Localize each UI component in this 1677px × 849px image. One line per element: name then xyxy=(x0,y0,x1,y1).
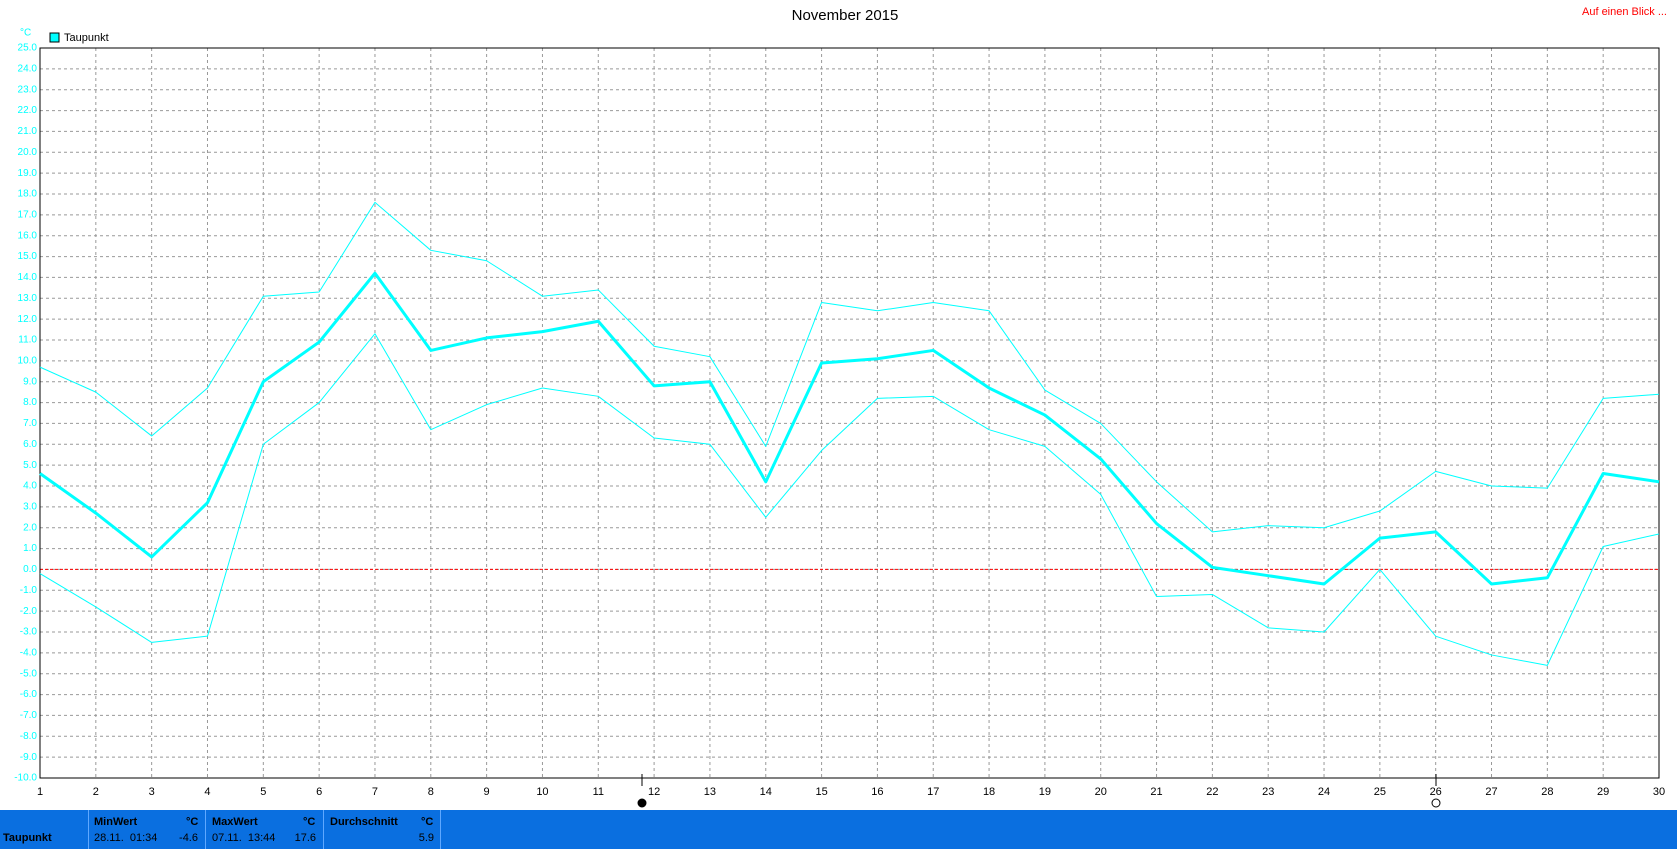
y-tick-label: 17.0 xyxy=(18,209,38,220)
y-tick-label: -8.0 xyxy=(20,731,38,742)
y-tick-label: -7.0 xyxy=(20,710,38,721)
x-tick-label: 29 xyxy=(1597,786,1609,798)
x-tick-label: 13 xyxy=(704,786,716,798)
x-tick-label: 2 xyxy=(93,786,99,798)
y-tick-label: 8.0 xyxy=(23,397,37,408)
y-tick-label: 20.0 xyxy=(18,147,38,158)
col-header: MinWert xyxy=(94,816,138,828)
col-header: MaxWert xyxy=(212,816,258,828)
x-tick-label: 8 xyxy=(428,786,434,798)
legend-label: Taupunkt xyxy=(64,32,109,44)
y-tick-label: 1.0 xyxy=(23,543,37,554)
y-tick-label: 11.0 xyxy=(18,335,37,346)
y-tick-label: 0.0 xyxy=(23,564,37,575)
y-tick-label: 6.0 xyxy=(23,439,37,450)
row-label: Taupunkt xyxy=(3,832,52,844)
y-tick-label: -4.0 xyxy=(20,647,38,658)
data-line xyxy=(39,201,1660,533)
col-unit: °C xyxy=(421,816,434,828)
x-tick-label: 27 xyxy=(1485,786,1497,798)
x-tick-label: 20 xyxy=(1095,786,1107,798)
x-tick-label: 25 xyxy=(1374,786,1386,798)
x-tick-label: 7 xyxy=(372,786,378,798)
moon-new xyxy=(1431,798,1441,808)
col-time: 07.11. 13:44 xyxy=(212,832,276,844)
y-tick-label: -5.0 xyxy=(20,668,38,679)
y-tick-label: 24.0 xyxy=(18,63,38,74)
x-tick-label: 3 xyxy=(149,786,155,798)
x-tick-label: 30 xyxy=(1653,786,1665,798)
separator xyxy=(440,810,441,849)
chart-title: November 2015 xyxy=(792,7,899,24)
stats-table: Taupunkt MinWert °C 28.11. 01:34 -4.6 Ma… xyxy=(0,810,1677,849)
y-tick-label: 10.0 xyxy=(18,355,38,366)
x-tick-label: 5 xyxy=(260,786,266,798)
col-value: -4.6 xyxy=(179,832,198,844)
y-tick-label: 18.0 xyxy=(18,189,38,200)
y-tick-label: -3.0 xyxy=(20,627,38,638)
col-time: 28.11. 01:34 xyxy=(94,832,158,844)
y-tick-label: 19.0 xyxy=(18,168,38,179)
y-tick-label: 7.0 xyxy=(23,418,37,429)
y-tick-label: 23.0 xyxy=(18,84,38,95)
data-line xyxy=(39,333,1660,666)
y-tick-label: 3.0 xyxy=(23,501,37,512)
chart: November 2015 Auf einen Blick ... °C Tau… xyxy=(14,6,1667,808)
x-tick-label: 17 xyxy=(927,786,939,798)
y-tick-label: -2.0 xyxy=(20,606,38,617)
unit-label: °C xyxy=(20,28,31,39)
y-tick-label: 4.0 xyxy=(23,481,37,492)
x-tick-label: 4 xyxy=(204,786,210,798)
col-value: 5.9 xyxy=(418,832,434,844)
overview-link[interactable]: Auf einen Blick ... xyxy=(1582,6,1667,18)
y-tick-label: 12.0 xyxy=(18,314,38,325)
y-tick-label: 22.0 xyxy=(18,105,38,116)
y-tick-label: 21.0 xyxy=(18,126,38,137)
x-tick-label: 6 xyxy=(316,786,322,798)
x-tick-label: 18 xyxy=(983,786,995,798)
col-unit: °C xyxy=(186,816,199,828)
data-line xyxy=(39,271,1660,586)
x-tick-label: 14 xyxy=(760,786,772,798)
y-tick-label: -9.0 xyxy=(20,752,38,763)
y-tick-label: 9.0 xyxy=(23,376,37,387)
y-tick-label: -6.0 xyxy=(20,689,38,700)
x-tick-label: 24 xyxy=(1318,786,1330,798)
moon-full xyxy=(637,798,647,808)
x-tick-label: 11 xyxy=(593,786,604,798)
x-tick-label: 19 xyxy=(1039,786,1051,798)
x-tick-label: 12 xyxy=(648,786,660,798)
legend-swatch xyxy=(49,32,60,43)
col-unit: °C xyxy=(303,816,316,828)
x-tick-label: 21 xyxy=(1150,786,1162,798)
x-tick-label: 22 xyxy=(1206,786,1218,798)
x-tick-label: 16 xyxy=(871,786,883,798)
x-tick-label: 23 xyxy=(1262,786,1274,798)
y-tick-label: 16.0 xyxy=(18,230,38,241)
separator xyxy=(205,810,206,849)
plot-frame xyxy=(39,47,1660,779)
x-tick-label: 15 xyxy=(815,786,827,798)
col-header: Durchschnitt xyxy=(330,816,398,828)
y-tick-label: -1.0 xyxy=(20,585,38,596)
y-tick-label: 13.0 xyxy=(18,293,38,304)
x-tick-label: 10 xyxy=(536,786,548,798)
x-tick-label: 28 xyxy=(1541,786,1553,798)
x-tick-label: 9 xyxy=(484,786,490,798)
y-tick-label: 14.0 xyxy=(18,272,38,283)
y-tick-label: 5.0 xyxy=(23,460,37,471)
x-tick-label: 1 xyxy=(37,786,43,798)
separator xyxy=(323,810,324,849)
separator xyxy=(88,810,89,849)
y-tick-label: 25.0 xyxy=(18,43,38,54)
x-tick-label: 26 xyxy=(1430,786,1442,798)
y-tick-label: 2.0 xyxy=(23,522,37,533)
y-tick-label: 15.0 xyxy=(18,251,38,262)
y-tick-label: -10.0 xyxy=(14,773,37,784)
col-value: 17.6 xyxy=(294,832,316,844)
